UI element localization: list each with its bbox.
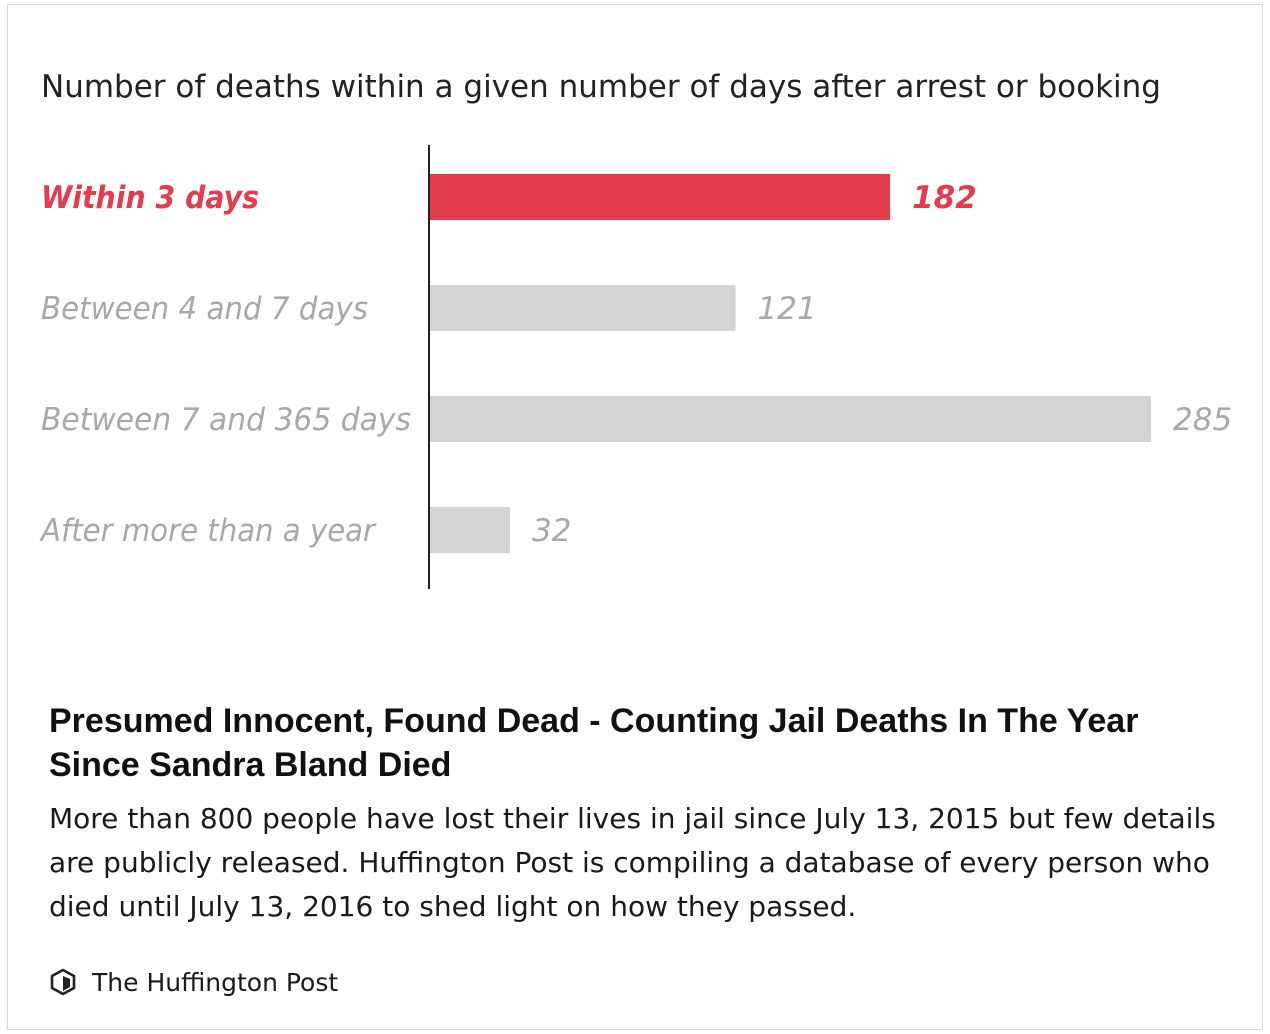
bar [429, 396, 1151, 442]
chart-area: Number of deaths within a given number o… [8, 5, 1262, 645]
article-caption: Presumed Innocent, Found Dead - Counting… [49, 699, 1229, 929]
bar-chart: Number of deaths within a given number o… [39, 69, 1232, 589]
article-description: More than 800 people have lost their liv… [49, 802, 1216, 923]
value-label: 285 [1173, 402, 1232, 438]
category-label: After more than a year [39, 513, 377, 549]
link-preview-card[interactable]: Number of deaths within a given number o… [7, 4, 1263, 1030]
value-label: 182 [912, 180, 977, 216]
value-label: 32 [532, 513, 571, 549]
chart-title: Number of deaths within a given number o… [41, 69, 1161, 105]
bars-group: Within 3 days 182 Between 4 and 7 days 121 B… [39, 174, 1232, 553]
category-label: Between 4 and 7 days [41, 291, 368, 327]
category-label: Between 7 and 365 days [41, 402, 411, 438]
bar [429, 507, 511, 553]
category-label: Within 3 days [41, 180, 259, 216]
source-name: The Huffington Post [92, 967, 339, 997]
article-headline[interactable]: Presumed Innocent, Found Dead - Counting… [49, 702, 1139, 784]
bar [429, 174, 891, 220]
value-label: 121 [758, 291, 817, 327]
bar [429, 285, 736, 331]
huffington-post-logo-icon [48, 967, 78, 997]
article-source[interactable]: The Huffington Post [48, 965, 338, 999]
